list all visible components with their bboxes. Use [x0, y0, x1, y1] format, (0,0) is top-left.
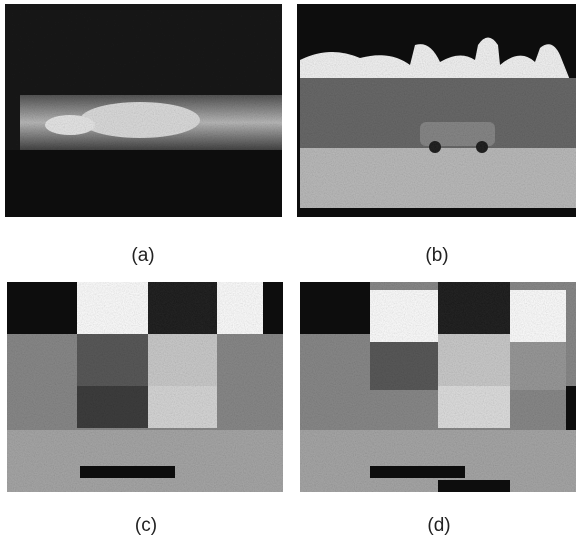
block	[300, 282, 370, 334]
timestamp-box	[80, 466, 175, 478]
panel-label: (d)	[427, 515, 450, 536]
wheel	[429, 141, 441, 153]
bright-patch	[80, 102, 200, 138]
panel-d-image	[300, 282, 576, 492]
road	[300, 148, 576, 208]
block	[148, 386, 217, 428]
block	[77, 282, 148, 334]
panel-label: (b)	[425, 245, 448, 266]
block	[370, 290, 438, 342]
block	[77, 386, 148, 428]
block	[77, 334, 148, 386]
block	[438, 386, 510, 428]
block	[148, 282, 217, 334]
bright-patch	[45, 115, 95, 135]
block	[438, 334, 510, 386]
block	[566, 386, 576, 436]
block	[7, 282, 77, 334]
panel-c-image	[7, 282, 283, 492]
block	[217, 282, 263, 334]
panel-b-image	[297, 4, 576, 217]
figure: (a) (b) (c) (d)	[0, 0, 576, 542]
block	[438, 480, 510, 492]
block	[510, 290, 566, 342]
block	[438, 282, 510, 334]
wheel	[476, 141, 488, 153]
panel-a-image	[5, 4, 282, 217]
block	[148, 334, 217, 386]
ground	[5, 150, 282, 217]
timestamp-box	[370, 466, 465, 478]
block	[263, 282, 283, 334]
block	[370, 342, 438, 390]
page: (a) (b) (c) (d) (() => { const data = JS…	[0, 0, 576, 542]
panel-label: (a)	[131, 245, 154, 266]
road	[7, 430, 283, 492]
block	[510, 342, 566, 390]
panel-label: (c)	[135, 515, 157, 536]
